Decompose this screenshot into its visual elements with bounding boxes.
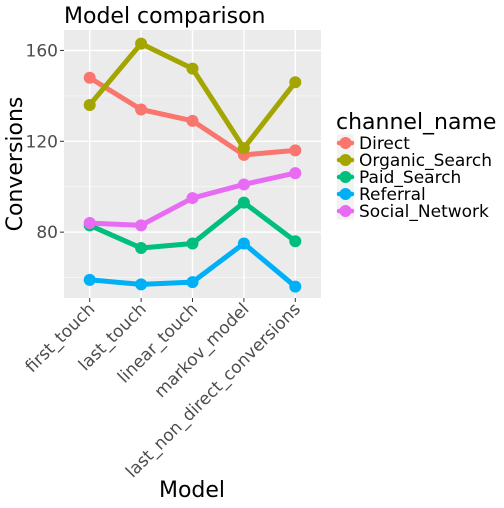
y-axis-label: Conversions bbox=[3, 97, 28, 232]
x-axis-label: Model bbox=[159, 478, 225, 503]
data-point-organic-search bbox=[135, 37, 148, 50]
legend-label-referral: Referral bbox=[359, 185, 426, 205]
x-axis: first_touchlast_touchlinear_touchmarkov_… bbox=[22, 298, 305, 482]
data-point-social-network bbox=[83, 217, 96, 230]
data-point-organic-search bbox=[237, 142, 250, 155]
legend-marker-referral bbox=[339, 188, 352, 200]
legend-label-organic-search: Organic_Search bbox=[359, 151, 492, 171]
chart-title: Model comparison bbox=[64, 4, 266, 29]
legend-label-social-network: Social_Network bbox=[359, 202, 489, 222]
data-point-paid-search bbox=[289, 235, 302, 248]
data-point-referral bbox=[186, 276, 199, 289]
data-point-referral bbox=[289, 280, 302, 293]
y-axis: 80 120 160 bbox=[26, 41, 64, 243]
data-point-organic-search bbox=[289, 76, 302, 89]
series-points bbox=[83, 37, 302, 293]
data-point-referral bbox=[83, 273, 96, 286]
legend-marker-social-network bbox=[339, 205, 352, 217]
data-point-social-network bbox=[135, 219, 148, 232]
data-point-referral bbox=[135, 278, 148, 291]
data-point-paid-search bbox=[135, 242, 148, 255]
legend: channel_name DirectOrganic_SearchPaid_Se… bbox=[336, 110, 496, 222]
y-tick-label: 80 bbox=[36, 223, 58, 243]
data-point-social-network bbox=[186, 192, 199, 205]
legend-marker-paid-search bbox=[339, 171, 352, 183]
data-point-paid-search bbox=[186, 237, 199, 250]
data-point-direct bbox=[83, 71, 96, 84]
data-point-organic-search bbox=[83, 98, 96, 111]
data-point-organic-search bbox=[186, 62, 199, 75]
legend-marker-direct bbox=[339, 137, 352, 149]
legend-marker-organic-search bbox=[339, 154, 352, 166]
data-point-paid-search bbox=[237, 196, 250, 209]
legend-title: channel_name bbox=[336, 110, 496, 135]
data-point-direct bbox=[289, 144, 302, 157]
data-point-social-network bbox=[289, 167, 302, 180]
y-tick-label: 160 bbox=[26, 41, 58, 61]
data-point-referral bbox=[237, 237, 250, 250]
legend-label-paid-search: Paid_Search bbox=[359, 168, 461, 188]
data-point-direct bbox=[135, 103, 148, 116]
legend-label-direct: Direct bbox=[359, 134, 410, 154]
y-tick-label: 120 bbox=[26, 132, 58, 152]
data-point-direct bbox=[186, 114, 199, 127]
data-point-social-network bbox=[237, 178, 250, 191]
